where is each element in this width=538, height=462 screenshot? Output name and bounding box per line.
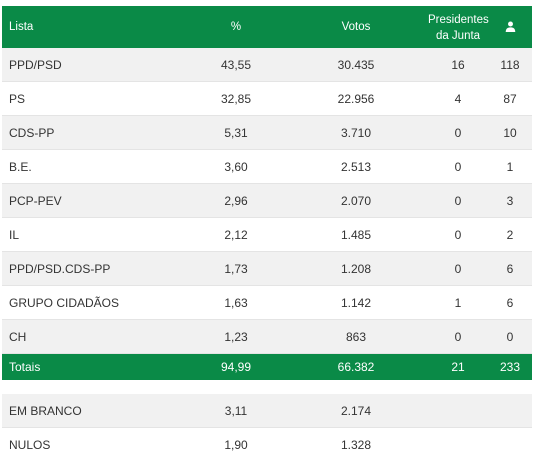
cell-percent: 1,73 — [224, 261, 248, 276]
cell-presidentes: 0 — [454, 193, 462, 208]
cell-percent: 1,23 — [224, 329, 248, 344]
cell-lista: GRUPO CIDADÃOS — [9, 295, 120, 310]
null-votos: 1.328 — [340, 438, 372, 452]
cell-lista: PCP-PEV — [9, 193, 62, 208]
cell-presidentes: 0 — [454, 227, 462, 242]
cell-lista: PPD/PSD — [9, 57, 62, 72]
cell-mandatos: 1 — [506, 159, 514, 174]
table-row: GRUPO CIDADÃOS 1,63 1.142 1 6 — [2, 286, 532, 320]
table-row: PPD/PSD 43,55 30.435 16 118 — [2, 48, 532, 82]
user-icon — [505, 22, 515, 33]
totals-row: Totais 94,99 66.382 21 233 — [2, 354, 532, 380]
cell-lista: CDS-PP — [9, 125, 55, 140]
blank-label: EM BRANCO — [9, 403, 82, 418]
cell-votos: 1.208 — [340, 261, 372, 276]
header-presidentes-line1: Presidentes — [428, 13, 489, 26]
blank-votos: 2.174 — [340, 403, 372, 418]
section-gap — [2, 380, 532, 394]
cell-percent: 32,85 — [220, 91, 252, 106]
cell-percent: 43,55 — [220, 57, 252, 72]
cell-votos: 1.142 — [340, 295, 372, 310]
header-votos: Votos — [341, 21, 371, 33]
cell-votos: 863 — [345, 329, 367, 344]
table-row: CH 1,23 863 0 0 — [2, 320, 532, 354]
results-rows: PPD/PSD 43,55 30.435 16 118 PS 32,85 22.956 4 87 C… — [2, 48, 532, 354]
blank-votes-row: EM BRANCO 3,11 2.174 — [2, 394, 532, 428]
table-row: PCP-PEV 2,96 2.070 0 3 — [2, 184, 532, 218]
cell-presidentes: 0 — [454, 125, 462, 140]
null-votes-row: NULOS 1,90 1.328 — [2, 428, 532, 462]
cell-votos: 1.485 — [340, 227, 372, 242]
null-percent: 1,90 — [224, 438, 248, 452]
null-label: NULOS — [9, 438, 51, 452]
table-row: PS 32,85 22.956 4 87 — [2, 82, 532, 116]
totals-percent: 94,99 — [220, 360, 252, 374]
cell-mandatos: 118 — [500, 57, 520, 72]
cell-votos: 2.070 — [340, 193, 372, 208]
cell-lista: PPD/PSD.CDS-PP — [9, 261, 111, 276]
header-lista: Lista — [9, 21, 34, 33]
results-table: Lista % Votos Presidentes da Junta PPD/P… — [2, 6, 532, 462]
cell-mandatos: 6 — [506, 295, 514, 310]
totals-label: Totais — [9, 360, 41, 374]
cell-presidentes: 0 — [454, 159, 462, 174]
cell-lista: B.E. — [9, 159, 32, 174]
cell-mandatos: 87 — [503, 91, 517, 106]
cell-percent: 2,96 — [224, 193, 248, 208]
cell-votos: 3.710 — [340, 125, 372, 140]
cell-presidentes: 16 — [451, 57, 465, 72]
table-row: B.E. 3,60 2.513 0 1 — [2, 150, 532, 184]
header-presidentes: Presidentes da Junta — [428, 11, 489, 44]
blank-percent: 3,11 — [224, 403, 248, 418]
cell-percent: 2,12 — [224, 227, 248, 242]
cell-presidentes: 0 — [454, 329, 462, 344]
header-mandatos — [488, 21, 532, 33]
header-percent: % — [230, 21, 242, 33]
totals-presidentes: 21 — [451, 360, 465, 374]
cell-lista: IL — [9, 227, 20, 242]
totals-mandatos: 233 — [499, 360, 521, 374]
cell-percent: 1,63 — [224, 295, 248, 310]
cell-lista: PS — [9, 91, 26, 106]
cell-mandatos: 2 — [506, 227, 514, 242]
cell-mandatos: 0 — [506, 329, 514, 344]
cell-percent: 5,31 — [224, 125, 248, 140]
cell-presidentes: 1 — [454, 295, 462, 310]
cell-mandatos: 10 — [503, 125, 517, 140]
cell-mandatos: 6 — [506, 261, 514, 276]
cell-percent: 3,60 — [224, 159, 248, 174]
table-row: PPD/PSD.CDS-PP 1,73 1.208 0 6 — [2, 252, 532, 286]
cell-votos: 30.435 — [337, 57, 375, 72]
cell-presidentes: 0 — [454, 261, 462, 276]
cell-votos: 22.956 — [337, 91, 375, 106]
cell-lista: CH — [9, 329, 27, 344]
header-presidentes-line2: da Junta — [435, 29, 481, 42]
table-row: IL 2,12 1.485 0 2 — [2, 218, 532, 252]
cell-votos: 2.513 — [340, 159, 372, 174]
cell-presidentes: 4 — [454, 91, 462, 106]
table-header: Lista % Votos Presidentes da Junta — [2, 6, 532, 48]
totals-votos: 66.382 — [337, 360, 375, 374]
cell-mandatos: 3 — [506, 193, 514, 208]
table-row: CDS-PP 5,31 3.710 0 10 — [2, 116, 532, 150]
